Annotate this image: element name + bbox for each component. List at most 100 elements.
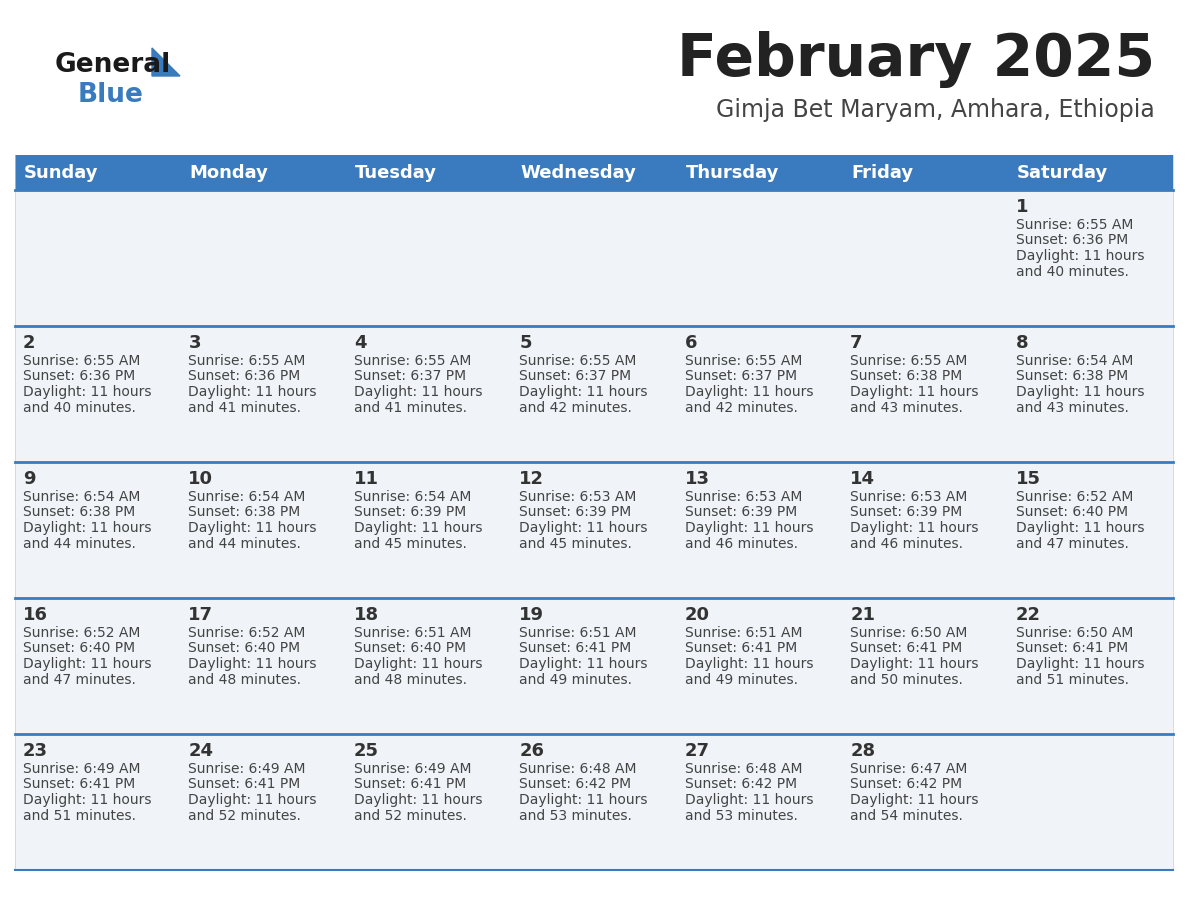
- Text: Sunrise: 6:50 AM: Sunrise: 6:50 AM: [1016, 626, 1133, 640]
- Text: Sunrise: 6:51 AM: Sunrise: 6:51 AM: [519, 626, 637, 640]
- Text: Sunrise: 6:55 AM: Sunrise: 6:55 AM: [851, 354, 967, 368]
- Text: Daylight: 11 hours: Daylight: 11 hours: [684, 385, 814, 399]
- Text: Sunrise: 6:48 AM: Sunrise: 6:48 AM: [519, 762, 637, 776]
- Text: and 40 minutes.: and 40 minutes.: [1016, 264, 1129, 278]
- Text: Sunrise: 6:50 AM: Sunrise: 6:50 AM: [851, 626, 967, 640]
- Bar: [15, 155, 181, 190]
- Text: Sunrise: 6:54 AM: Sunrise: 6:54 AM: [354, 490, 472, 504]
- Text: Daylight: 11 hours: Daylight: 11 hours: [851, 793, 979, 807]
- Text: Sunrise: 6:52 AM: Sunrise: 6:52 AM: [1016, 490, 1133, 504]
- Text: 17: 17: [189, 606, 214, 624]
- Text: 11: 11: [354, 470, 379, 488]
- Text: Sunrise: 6:47 AM: Sunrise: 6:47 AM: [851, 762, 967, 776]
- Text: Sunrise: 6:55 AM: Sunrise: 6:55 AM: [1016, 218, 1133, 232]
- Text: Tuesday: Tuesday: [355, 163, 437, 182]
- Bar: [842, 462, 1007, 598]
- Bar: [511, 155, 677, 190]
- Text: 22: 22: [1016, 606, 1041, 624]
- Text: Sunrise: 6:55 AM: Sunrise: 6:55 AM: [684, 354, 802, 368]
- Bar: [1007, 734, 1173, 870]
- Text: Sunset: 6:38 PM: Sunset: 6:38 PM: [23, 506, 135, 520]
- Text: Daylight: 11 hours: Daylight: 11 hours: [354, 385, 482, 399]
- Text: Daylight: 11 hours: Daylight: 11 hours: [519, 521, 647, 535]
- Text: Sunset: 6:39 PM: Sunset: 6:39 PM: [354, 506, 466, 520]
- Bar: [1007, 462, 1173, 598]
- Text: and 49 minutes.: and 49 minutes.: [684, 673, 797, 687]
- Text: Daylight: 11 hours: Daylight: 11 hours: [851, 385, 979, 399]
- Bar: [15, 190, 181, 326]
- Text: and 40 minutes.: and 40 minutes.: [23, 400, 135, 415]
- Bar: [511, 462, 677, 598]
- Text: Saturday: Saturday: [1017, 163, 1108, 182]
- Text: 2: 2: [23, 334, 36, 352]
- Text: Sunrise: 6:54 AM: Sunrise: 6:54 AM: [1016, 354, 1133, 368]
- Text: and 44 minutes.: and 44 minutes.: [23, 536, 135, 551]
- Text: Sunset: 6:41 PM: Sunset: 6:41 PM: [354, 778, 466, 791]
- Text: and 42 minutes.: and 42 minutes.: [684, 400, 797, 415]
- Text: and 47 minutes.: and 47 minutes.: [1016, 536, 1129, 551]
- Text: and 43 minutes.: and 43 minutes.: [851, 400, 963, 415]
- Text: and 41 minutes.: and 41 minutes.: [189, 400, 302, 415]
- Bar: [15, 326, 181, 462]
- Text: Sunrise: 6:51 AM: Sunrise: 6:51 AM: [684, 626, 802, 640]
- Bar: [842, 326, 1007, 462]
- Text: Sunrise: 6:53 AM: Sunrise: 6:53 AM: [684, 490, 802, 504]
- Text: Sunday: Sunday: [24, 163, 99, 182]
- Bar: [346, 734, 511, 870]
- Bar: [346, 155, 511, 190]
- Bar: [1007, 326, 1173, 462]
- Text: Daylight: 11 hours: Daylight: 11 hours: [1016, 657, 1144, 671]
- Text: 24: 24: [189, 742, 214, 760]
- Text: Sunset: 6:38 PM: Sunset: 6:38 PM: [851, 370, 962, 384]
- Text: Sunset: 6:39 PM: Sunset: 6:39 PM: [851, 506, 962, 520]
- Text: Sunset: 6:36 PM: Sunset: 6:36 PM: [189, 370, 301, 384]
- Text: Daylight: 11 hours: Daylight: 11 hours: [23, 793, 152, 807]
- Text: Daylight: 11 hours: Daylight: 11 hours: [189, 793, 317, 807]
- Text: and 53 minutes.: and 53 minutes.: [684, 809, 797, 823]
- Text: 16: 16: [23, 606, 48, 624]
- Text: Daylight: 11 hours: Daylight: 11 hours: [684, 521, 814, 535]
- Text: Sunset: 6:40 PM: Sunset: 6:40 PM: [23, 642, 135, 655]
- Bar: [677, 598, 842, 734]
- Text: Daylight: 11 hours: Daylight: 11 hours: [189, 521, 317, 535]
- Text: Friday: Friday: [851, 163, 914, 182]
- Bar: [511, 190, 677, 326]
- Text: 26: 26: [519, 742, 544, 760]
- Text: Sunset: 6:37 PM: Sunset: 6:37 PM: [519, 370, 631, 384]
- Polygon shape: [152, 48, 181, 76]
- Text: and 52 minutes.: and 52 minutes.: [189, 809, 302, 823]
- Text: Sunrise: 6:55 AM: Sunrise: 6:55 AM: [23, 354, 140, 368]
- Text: Sunset: 6:38 PM: Sunset: 6:38 PM: [1016, 370, 1127, 384]
- Bar: [15, 462, 181, 598]
- Text: and 44 minutes.: and 44 minutes.: [189, 536, 302, 551]
- Bar: [346, 462, 511, 598]
- Text: 18: 18: [354, 606, 379, 624]
- Text: Daylight: 11 hours: Daylight: 11 hours: [189, 657, 317, 671]
- Bar: [511, 326, 677, 462]
- Text: 3: 3: [189, 334, 201, 352]
- Text: Sunrise: 6:54 AM: Sunrise: 6:54 AM: [189, 490, 305, 504]
- Text: Monday: Monday: [189, 163, 268, 182]
- Text: and 47 minutes.: and 47 minutes.: [23, 673, 135, 687]
- Text: 1: 1: [1016, 198, 1028, 216]
- Text: Sunset: 6:42 PM: Sunset: 6:42 PM: [851, 778, 962, 791]
- Text: Sunrise: 6:48 AM: Sunrise: 6:48 AM: [684, 762, 802, 776]
- Text: Daylight: 11 hours: Daylight: 11 hours: [23, 521, 152, 535]
- Bar: [181, 734, 346, 870]
- Bar: [1007, 155, 1173, 190]
- Bar: [511, 598, 677, 734]
- Text: Sunset: 6:39 PM: Sunset: 6:39 PM: [519, 506, 632, 520]
- Text: and 51 minutes.: and 51 minutes.: [1016, 673, 1129, 687]
- Text: Daylight: 11 hours: Daylight: 11 hours: [519, 385, 647, 399]
- Text: Daylight: 11 hours: Daylight: 11 hours: [1016, 521, 1144, 535]
- Text: 6: 6: [684, 334, 697, 352]
- Text: 8: 8: [1016, 334, 1028, 352]
- Text: 27: 27: [684, 742, 709, 760]
- Bar: [181, 462, 346, 598]
- Bar: [842, 155, 1007, 190]
- Text: 9: 9: [23, 470, 36, 488]
- Text: and 45 minutes.: and 45 minutes.: [354, 536, 467, 551]
- Text: Sunset: 6:37 PM: Sunset: 6:37 PM: [684, 370, 797, 384]
- Text: 28: 28: [851, 742, 876, 760]
- Bar: [15, 598, 181, 734]
